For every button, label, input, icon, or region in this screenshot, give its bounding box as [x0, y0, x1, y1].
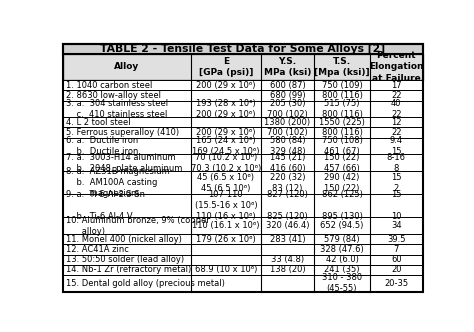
Bar [63, 217, 423, 234]
Bar [63, 234, 423, 244]
Text: TABLE 2 - Tensile Test Data for Some Alloys [2]: TABLE 2 - Tensile Test Data for Some All… [100, 43, 385, 54]
Text: 14. Nb-1 Zr (refractory metal): 14. Nb-1 Zr (refractory metal) [66, 265, 191, 274]
Bar [63, 244, 423, 255]
Text: 145 (21)
416 (60): 145 (21) 416 (60) [270, 153, 305, 173]
Text: 70 (10.2 x 10⁶)
70.3 (10.2 x 10⁶): 70 (10.2 x 10⁶) 70.3 (10.2 x 10⁶) [191, 153, 261, 173]
Bar [63, 90, 423, 101]
Text: 7: 7 [393, 245, 399, 254]
Text: 800 (116): 800 (116) [321, 128, 363, 137]
Text: 5. Ferrous superalloy (410): 5. Ferrous superalloy (410) [66, 128, 179, 137]
Text: 515 (75)
800 (116): 515 (75) 800 (116) [321, 99, 363, 119]
Text: 220 (32)
83 (12): 220 (32) 83 (12) [270, 173, 305, 193]
Text: 862 (125)

895 (130): 862 (125) 895 (130) [321, 190, 363, 221]
Text: 138 (20): 138 (20) [270, 265, 305, 274]
Text: 800 (116): 800 (116) [321, 91, 363, 100]
Text: 68.9 (10 x 10⁶): 68.9 (10 x 10⁶) [195, 265, 257, 274]
Text: 6. a.  Ductile iron
    b.  Ductile iron: 6. a. Ductile iron b. Ductile iron [66, 136, 138, 156]
Bar [63, 154, 423, 171]
Text: 11. Monel 400 (nickel alloy): 11. Monel 400 (nickel alloy) [66, 235, 182, 244]
Bar [63, 255, 423, 265]
Text: 1380 (200): 1380 (200) [264, 118, 310, 127]
Text: 165 (24 x 10⁶)
169 (24.5 x 10⁶): 165 (24 x 10⁶) 169 (24.5 x 10⁶) [192, 136, 260, 156]
Text: T.S.
[Mpa (ksi)]: T.S. [Mpa (ksi)] [314, 57, 370, 77]
Text: 328 (47.6): 328 (47.6) [320, 245, 364, 254]
Text: 107-110
(15.5-16 x 10⁶)
110 (16 x 10⁶): 107-110 (15.5-16 x 10⁶) 110 (16 x 10⁶) [194, 190, 257, 221]
Text: 600 (87): 600 (87) [270, 81, 305, 90]
Bar [63, 265, 423, 275]
Text: 1. 1040 carbon steel: 1. 1040 carbon steel [66, 81, 153, 90]
Text: 4. L 2 tool steel: 4. L 2 tool steel [66, 118, 131, 127]
Text: 15. Dental gold alloy (precious metal): 15. Dental gold alloy (precious metal) [66, 279, 225, 288]
Bar [63, 80, 423, 90]
Text: 34: 34 [391, 221, 401, 230]
Text: 750 (109): 750 (109) [322, 81, 362, 90]
Text: 20-35: 20-35 [384, 279, 409, 288]
Text: 22: 22 [391, 128, 401, 137]
Text: 310 - 380
(45-55): 310 - 380 (45-55) [322, 273, 362, 293]
Text: 33 (4.8): 33 (4.8) [271, 255, 304, 264]
Bar [63, 117, 423, 127]
Text: 40
22: 40 22 [391, 99, 401, 119]
Text: 110 (16.1 x 10⁶): 110 (16.1 x 10⁶) [192, 221, 260, 230]
Text: 205 (30)
700 (102): 205 (30) 700 (102) [267, 99, 308, 119]
Bar [63, 127, 423, 138]
Text: 680 (99): 680 (99) [270, 91, 305, 100]
Text: 1550 (225): 1550 (225) [319, 118, 365, 127]
Text: 22: 22 [391, 91, 401, 100]
Text: 700 (102): 700 (102) [267, 128, 308, 137]
Text: 12: 12 [391, 118, 401, 127]
Text: 3. a.  304 stainless steel
    c.  410 stainless steel: 3. a. 304 stainless steel c. 410 stainle… [66, 99, 168, 119]
Text: 750 (108)
461 (67): 750 (108) 461 (67) [321, 136, 363, 156]
Text: 827 (120)

825 (120): 827 (120) 825 (120) [267, 190, 308, 221]
Text: 200 (29 x 10⁶): 200 (29 x 10⁶) [196, 81, 255, 90]
Text: E
[GPa (psi)]: E [GPa (psi)] [199, 57, 253, 77]
Text: 652 (94.5): 652 (94.5) [320, 221, 364, 230]
Text: 193 (28 x 10⁶)
200 (29 x 10⁶): 193 (28 x 10⁶) 200 (29 x 10⁶) [196, 99, 255, 119]
Text: 10. Aluminum bronze, 9% (copper
      alloy): 10. Aluminum bronze, 9% (copper alloy) [66, 216, 210, 236]
Text: 15

10: 15 10 [391, 190, 401, 221]
Bar [63, 44, 423, 54]
Text: 290 (42)
150 (22): 290 (42) 150 (22) [324, 173, 360, 193]
Text: 7. a.  3003-H14 aluminum
    b.  2048, plate aluminum: 7. a. 3003-H14 aluminum b. 2048, plate a… [66, 153, 182, 173]
Text: Alloy: Alloy [114, 62, 139, 71]
Text: 39.5: 39.5 [387, 235, 406, 244]
Text: 17: 17 [391, 81, 401, 90]
Text: 20: 20 [391, 265, 401, 274]
Text: 2. 8630 low-alloy steel: 2. 8630 low-alloy steel [66, 91, 161, 100]
Text: 12. AC41A zinc: 12. AC41A zinc [66, 245, 129, 254]
Bar [63, 54, 423, 80]
Text: Y.S.
MPa (ksi): Y.S. MPa (ksi) [264, 57, 311, 77]
Text: 580 (84)
329 (48): 580 (84) 329 (48) [270, 136, 305, 156]
Text: 15
2: 15 2 [391, 173, 401, 193]
Text: Percent
Elongation
at Failure: Percent Elongation at Failure [369, 51, 424, 83]
Text: 283 (41): 283 (41) [270, 235, 305, 244]
Text: 8-16
8: 8-16 8 [387, 153, 406, 173]
Text: 320 (46.4): 320 (46.4) [266, 221, 309, 230]
Text: 9. a.  Ti-5 Al-2.5 Sn

    b.  Ti-6 Al-4 V: 9. a. Ti-5 Al-2.5 Sn b. Ti-6 Al-4 V [66, 190, 145, 221]
Bar [63, 275, 423, 291]
Text: 42 (6.0): 42 (6.0) [326, 255, 358, 264]
Text: 9.4
15: 9.4 15 [390, 136, 403, 156]
Text: 8. a.  AZ31B magnesium
    b.  AM100A casting
         magnesium: 8. a. AZ31B magnesium b. AM100A casting … [66, 167, 170, 198]
Text: 150 (22)
457 (66): 150 (22) 457 (66) [324, 153, 360, 173]
Text: 60: 60 [391, 255, 401, 264]
Bar [63, 138, 423, 154]
Text: 200 (29 x 10⁶): 200 (29 x 10⁶) [196, 128, 255, 137]
Text: 241 (35): 241 (35) [324, 265, 360, 274]
Text: 179 (26 x 10⁶): 179 (26 x 10⁶) [196, 235, 255, 244]
Text: 45 (6.5 x 10⁶)
45 (6.5 10⁶): 45 (6.5 x 10⁶) 45 (6.5 10⁶) [197, 173, 255, 193]
Bar [63, 194, 423, 217]
Text: 13. 50:50 solder (lead alloy): 13. 50:50 solder (lead alloy) [66, 255, 184, 264]
Bar [63, 171, 423, 194]
Text: 579 (84): 579 (84) [324, 235, 360, 244]
Bar [63, 101, 423, 117]
